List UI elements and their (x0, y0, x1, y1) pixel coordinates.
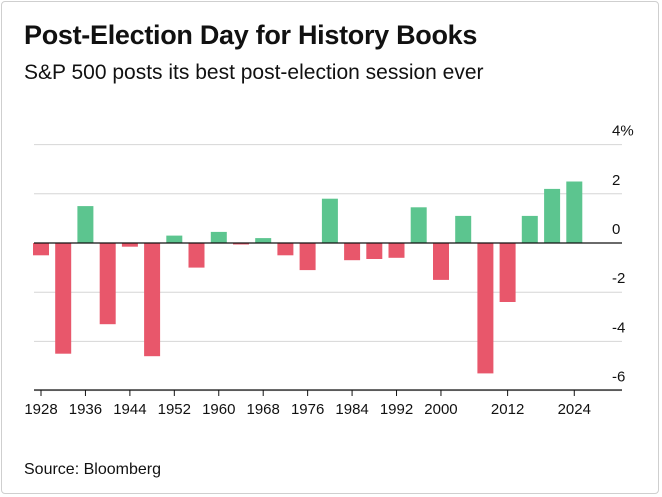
bar-1988 (366, 243, 383, 259)
chart-subtitle: S&P 500 posts its best post-election ses… (24, 61, 484, 84)
x-tick-label: 2012 (491, 401, 524, 418)
y-tick-label: 0 (612, 221, 620, 238)
x-tick-label: 2000 (424, 401, 457, 418)
bar-1948 (144, 243, 161, 357)
y-tick-label: -6 (612, 369, 625, 386)
axes (34, 242, 622, 396)
bar-1944 (121, 243, 138, 247)
bar-1960 (210, 231, 227, 243)
bar-2008 (477, 243, 494, 374)
bar-1992 (388, 243, 405, 258)
bar-1928 (33, 243, 49, 256)
bar-1976 (299, 243, 316, 271)
bar-1968 (255, 238, 272, 243)
x-tick-label: 1928 (24, 401, 57, 418)
bar-2012 (499, 243, 516, 302)
bar-2016 (521, 215, 538, 243)
x-tick-label: 1976 (291, 401, 324, 418)
bar-2024 (566, 181, 583, 243)
y-tick-label: -4 (612, 319, 625, 336)
bars (33, 181, 583, 374)
bar-1952 (166, 235, 183, 243)
x-tick-label: 1936 (69, 401, 102, 418)
y-tick-label: -2 (612, 270, 625, 287)
tick-labels: 4% 2 0 -2 -4 -6 1928 1936 1944 1952 1960 1968 1976 19… (24, 123, 633, 418)
bar-1932 (55, 243, 72, 354)
x-tick-label: 2024 (558, 401, 591, 418)
bar-1972 (277, 243, 294, 256)
bar-2004 (455, 215, 472, 243)
bar-2020 (544, 188, 561, 243)
x-tick-label: 1992 (380, 401, 413, 418)
bar-1996 (410, 207, 427, 243)
bar-1980 (321, 198, 338, 243)
gridlines (34, 144, 622, 392)
bar-1964 (233, 243, 249, 245)
x-tick-label: 1944 (113, 401, 146, 418)
y-tick-label: 2 (612, 172, 620, 189)
x-tick-label: 1952 (158, 401, 191, 418)
x-tick-label: 1960 (202, 401, 235, 418)
bar-1940 (99, 243, 116, 325)
bar-1936 (77, 206, 94, 243)
bar-1956 (188, 243, 205, 268)
x-tick-label: 1968 (247, 401, 280, 418)
bar-1984 (344, 243, 361, 261)
y-tick-label: 4% (612, 123, 634, 140)
chart-title: Post-Election Day for History Books (24, 20, 478, 50)
bar-2000 (433, 243, 449, 280)
x-tick-label: 1984 (335, 401, 368, 418)
source-note: Source: Bloomberg (24, 461, 161, 478)
